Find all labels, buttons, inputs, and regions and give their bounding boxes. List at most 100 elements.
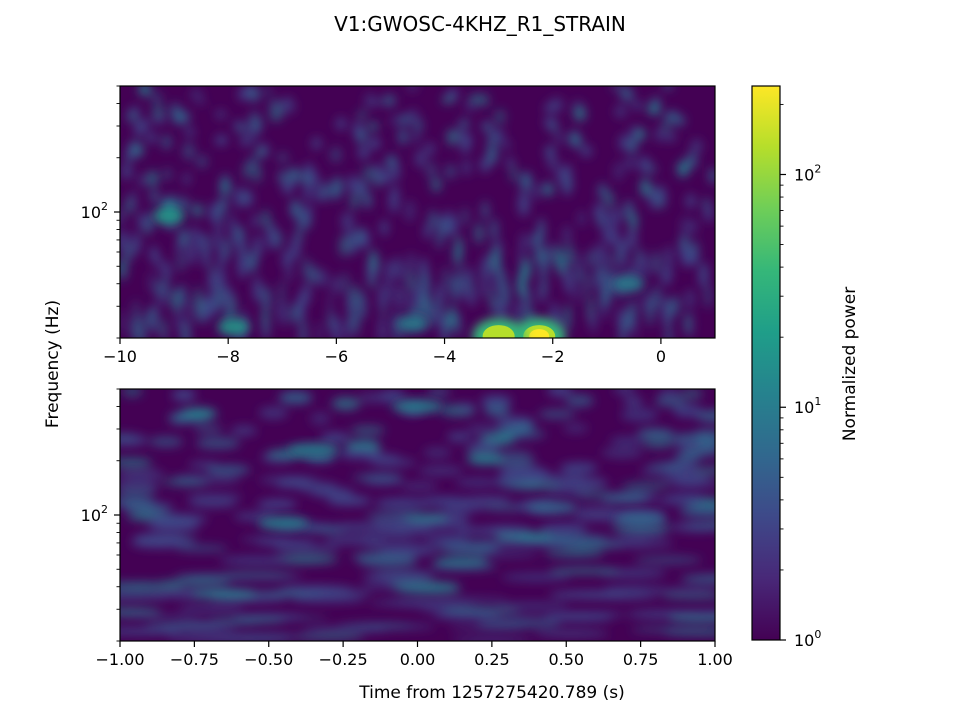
noise-speckle [632,316,638,338]
noise-speckle [344,319,351,338]
noise-speckle [539,523,588,534]
noise-speckle [681,244,691,268]
noise-speckle [670,609,715,619]
noise-speckle [352,472,403,484]
noise-speckle [290,596,367,603]
noise-speckle [161,285,168,307]
top-y-axis: 102 [81,85,120,339]
x-tick-label: −0.25 [319,650,368,669]
noise-speckle [273,543,341,553]
noise-speckle [121,162,133,180]
noise-speckle [369,599,444,607]
noise-speckle [447,431,471,442]
noise-speckle [362,229,369,246]
noise-speckle [423,223,432,240]
x-tick-label: −1.00 [95,650,144,669]
noise-speckle [151,103,165,118]
noise-speckle [393,256,404,281]
x-tick-label: 0.75 [623,650,659,669]
noise-speckle [210,617,285,624]
noise-speckle [583,271,591,298]
noise-speckle [461,206,469,227]
noise-speckle [120,232,129,249]
noise-speckle [643,438,674,449]
noise-speckle [680,447,715,457]
noise-speckle [242,190,254,207]
noise-speckle [240,536,292,543]
x-tick-label: −10 [103,347,137,366]
noise-speckle [457,402,475,413]
noise-speckle [331,397,361,411]
noise-speckle [196,155,208,169]
noise-speckle [146,131,157,144]
noise-speckle [235,236,245,255]
noise-speckle [451,638,533,641]
noise-speckle [338,448,383,460]
noise-speckle [435,284,445,305]
noise-speckle [282,96,293,107]
noise-speckle [132,538,183,549]
noise-speckle [258,406,288,420]
noise-speckle [175,545,228,553]
noise-speckle [265,286,271,311]
noise-speckle [585,592,659,600]
noise-speckle [680,389,703,400]
y-tick-label: 102 [81,503,108,525]
noise-speckle [120,496,156,507]
noise-speckle [555,477,609,489]
noise-speckle [120,210,125,226]
noise-speckle [369,250,377,273]
noise-speckle [187,242,196,266]
noise-speckle [124,505,170,514]
noise-speckle [595,270,606,291]
noise-speckle [222,571,294,578]
noise-speckle [565,303,571,332]
noise-speckle [347,231,356,255]
noise-speckle [268,99,282,110]
noise-speckle [464,100,478,112]
noise-speckle [252,120,263,132]
noise-speckle [347,174,359,194]
noise-speckle [175,306,183,333]
noise-speckle [288,167,300,182]
noise-speckle [208,268,217,295]
noise-speckle [704,284,712,309]
noise-speckle [600,492,649,504]
noise-speckle [261,209,270,228]
x-tick-label: −6 [325,347,349,366]
noise-speckle [573,106,587,122]
noise-speckle [319,182,331,202]
noise-speckle [257,499,298,510]
noise-speckle [298,589,374,596]
noise-speckle [362,165,374,182]
noise-speckle [373,526,424,534]
noise-speckle [473,550,539,559]
noise-speckle [327,292,333,314]
noise-speckle [609,207,621,227]
noise-speckle [219,556,292,565]
noise-speckle [564,270,575,296]
top-panel: −10 −8 −6 −4 −2 0 102 [81,85,716,366]
noise-speckle [434,597,509,604]
noise-speckle [160,317,166,338]
noise-speckle [565,394,594,407]
x-tick-label: −0.75 [170,650,219,669]
noise-speckle [703,205,714,223]
noise-speckle [541,181,551,195]
noise-speckle [520,232,528,250]
noise-speckle [469,94,481,103]
noise-speckle [542,616,613,622]
noise-speckle [645,163,657,175]
noise-speckle [150,91,163,104]
power-blob [472,318,525,338]
noise-speckle [393,285,402,311]
noise-speckle [456,526,515,535]
noise-speckle [481,200,489,220]
noise-speckle [352,121,364,137]
noise-speckle [454,236,463,260]
noise-speckle [466,453,506,465]
noise-speckle [192,203,203,218]
noise-speckle [350,425,385,436]
noise-speckle [155,295,161,319]
power-blob [396,314,429,333]
